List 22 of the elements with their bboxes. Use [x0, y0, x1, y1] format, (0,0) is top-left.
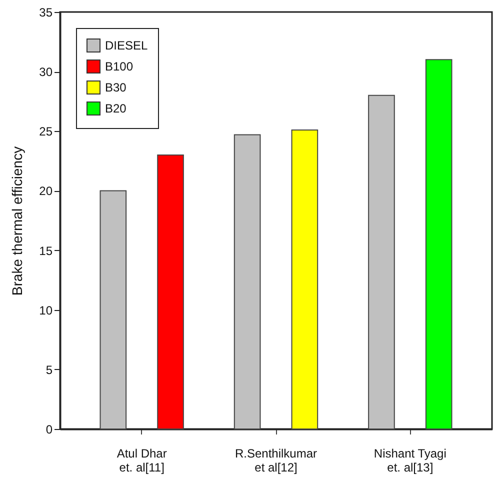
- legend-label: DIESEL: [105, 38, 148, 52]
- bar: [234, 134, 261, 430]
- bar: [425, 59, 452, 430]
- legend-label: B100: [105, 60, 134, 74]
- y-tick-label: 30: [39, 65, 53, 80]
- legend-label: B30: [105, 80, 127, 94]
- x-tick-label: Nishant Tyagi et. al[13]: [374, 446, 446, 474]
- legend-label: B20: [105, 102, 127, 116]
- y-tick-label: 5: [46, 362, 53, 377]
- x-tick-label: Atul Dhar et. al[11]: [116, 446, 167, 474]
- y-tick-label: 35: [39, 6, 53, 20]
- bar: [291, 129, 318, 430]
- bar: [157, 154, 184, 430]
- y-tick-label: 25: [39, 124, 53, 139]
- y-tick-label: 15: [39, 244, 53, 258]
- bar: [100, 190, 127, 430]
- y-axis-title: Brake thermal efficiency: [9, 146, 26, 296]
- x-tick-label: R.Senthilkumar et al[12]: [234, 446, 318, 474]
- y-tick-label: 0: [46, 422, 53, 436]
- y-tick-label: 20: [39, 184, 53, 198]
- y-tick-label: 10: [39, 303, 53, 318]
- bar: [368, 94, 395, 430]
